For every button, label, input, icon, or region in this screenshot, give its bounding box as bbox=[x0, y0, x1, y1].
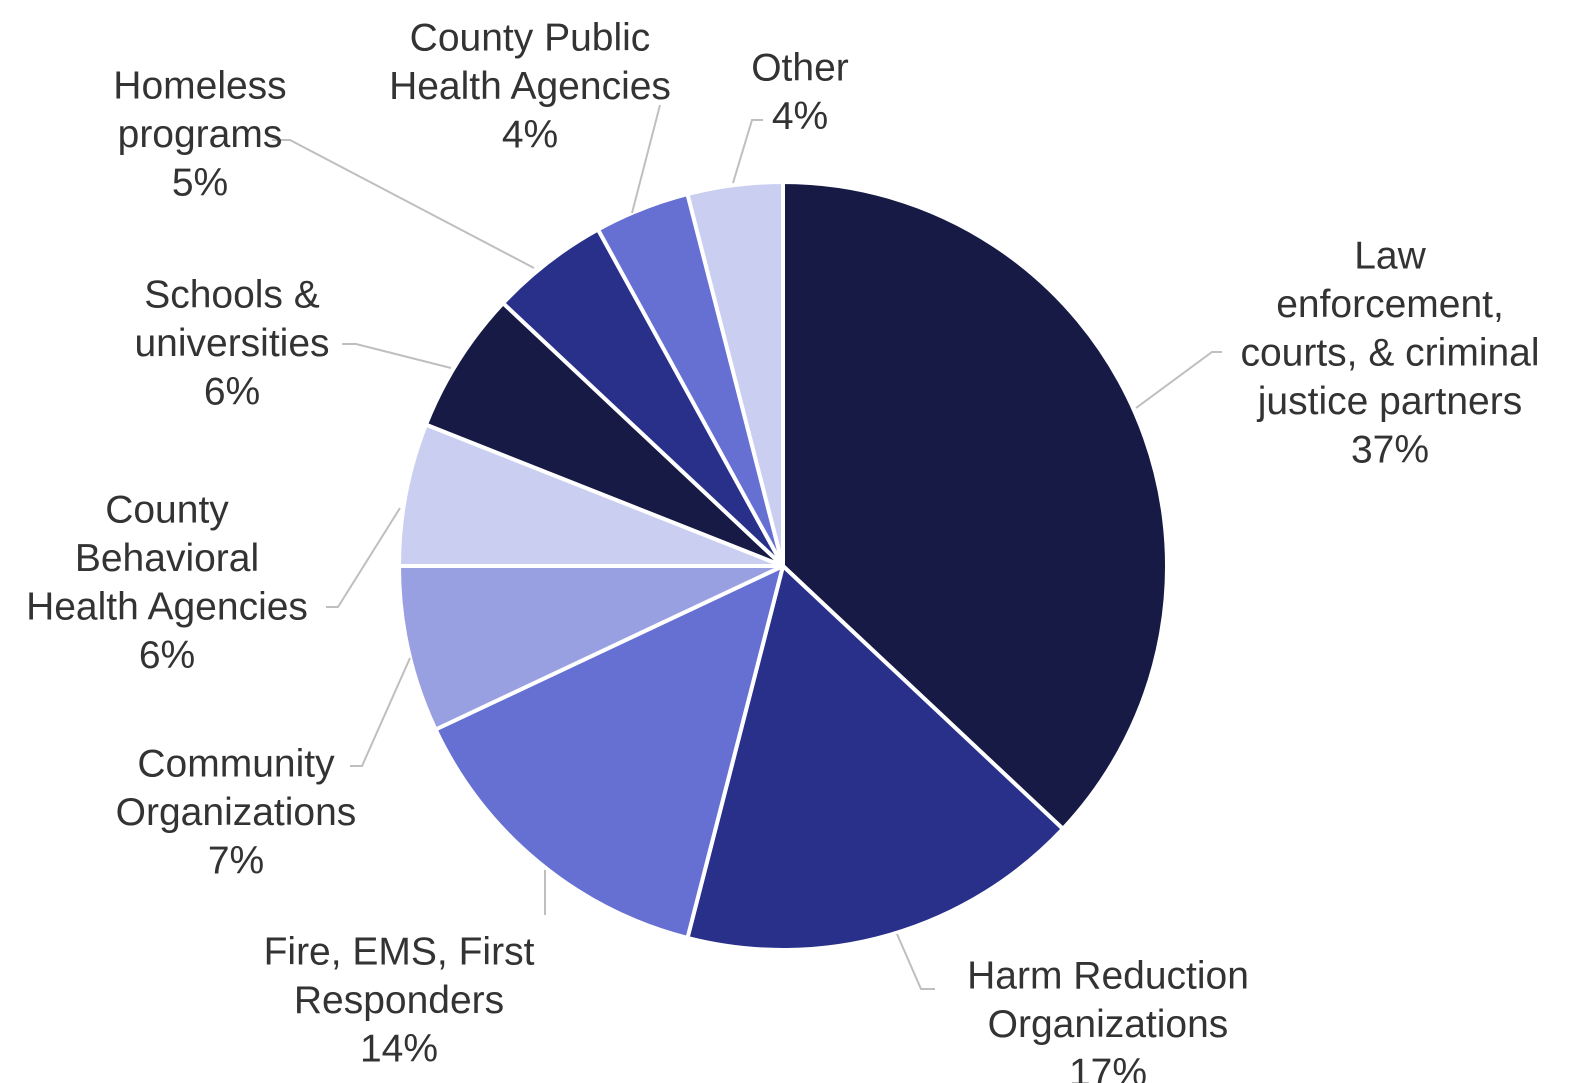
leader-line-homeless-programs bbox=[272, 139, 535, 269]
slices-layer bbox=[397, 180, 1169, 952]
data-label-harm-reduction-organizations: Harm Reduction Organizations 17% bbox=[967, 954, 1249, 1083]
data-label-community-organizations: Community Organizations 7% bbox=[116, 742, 357, 882]
leader-line-schools-universities bbox=[342, 343, 452, 369]
data-label-county-public-health-agencies: County Public Health Agencies 4% bbox=[389, 16, 671, 156]
slice-percent-label: 17% bbox=[1069, 1051, 1147, 1083]
labels-layer: Law enforcement, courts, & criminal justice… bbox=[26, 16, 1539, 1083]
data-label-fire-ems-first-responders: Fire, EMS, First Responders 14% bbox=[264, 930, 535, 1070]
slice-category-label: programs bbox=[118, 113, 283, 156]
slice-category-label: justice partners bbox=[1257, 380, 1522, 423]
data-label-other: Other 4% bbox=[751, 46, 849, 138]
data-label-law-enforcement-courts-criminal-justice-partners: Law enforcement, courts, & criminal justice… bbox=[1240, 234, 1539, 471]
slice-category-label: Health Agencies bbox=[26, 585, 308, 628]
slice-percent-label: 7% bbox=[208, 839, 264, 882]
slice-percent-label: 37% bbox=[1351, 428, 1429, 471]
leader-line-community-organizations bbox=[350, 657, 411, 767]
slice-category-label: County bbox=[105, 488, 229, 531]
slice-percent-label: 6% bbox=[204, 370, 260, 413]
pie-slice-law-enforcement-courts-criminal-justice-partners bbox=[781, 180, 1169, 831]
pie-slice-harm-reduction-organizations bbox=[685, 564, 1065, 952]
slice-category-label: universities bbox=[134, 322, 329, 365]
slice-category-label: Fire, EMS, First bbox=[264, 930, 535, 973]
pie-slice-community-organizations bbox=[397, 564, 785, 732]
leader-line-county-public-health-agencies bbox=[631, 104, 661, 214]
data-label-homeless-programs: Homeless programs 5% bbox=[113, 64, 286, 204]
data-label-county-behavioral-health-agencies: County Behavioral Health Agencies 6% bbox=[26, 488, 308, 677]
pie-slice-schools-universities bbox=[423, 301, 785, 568]
slice-percent-label: 6% bbox=[139, 634, 195, 677]
slice-category-label: Schools & bbox=[144, 273, 320, 316]
leader-lines-layer bbox=[272, 104, 1222, 990]
pie-slice-fire-ems-first-responders bbox=[433, 564, 785, 940]
slice-category-label: Health Agencies bbox=[389, 65, 671, 108]
slice-percent-label: 4% bbox=[772, 95, 828, 138]
slice-category-label: Harm Reduction bbox=[967, 954, 1249, 997]
leader-line-harm-reduction-organizations bbox=[896, 933, 935, 990]
leader-line-law-enforcement-courts-criminal-justice-partners bbox=[1135, 351, 1222, 409]
pie-slice-other bbox=[685, 180, 785, 568]
slice-category-label: courts, & criminal bbox=[1240, 331, 1539, 374]
leader-line-county-behavioral-health-agencies bbox=[326, 507, 401, 608]
data-label-schools-universities: Schools & universities 6% bbox=[134, 273, 329, 413]
slice-category-label: County Public bbox=[410, 16, 651, 59]
slice-category-label: Behavioral bbox=[75, 537, 259, 580]
slice-category-label: enforcement, bbox=[1276, 283, 1504, 326]
pie-slice-county-behavioral-health-agencies bbox=[397, 422, 785, 568]
slice-percent-label: 14% bbox=[360, 1027, 438, 1070]
leader-line-other bbox=[732, 119, 763, 184]
slice-category-label: Law bbox=[1354, 234, 1426, 277]
slice-category-label: Organizations bbox=[988, 1003, 1229, 1046]
slice-category-label: Homeless bbox=[113, 64, 286, 107]
slice-percent-label: 5% bbox=[172, 161, 228, 204]
slice-percent-label: 4% bbox=[502, 113, 558, 156]
slice-category-label: Other bbox=[751, 46, 849, 89]
slice-category-label: Responders bbox=[294, 979, 504, 1022]
slice-category-label: Community bbox=[137, 742, 335, 785]
slice-category-label: Organizations bbox=[116, 791, 357, 834]
